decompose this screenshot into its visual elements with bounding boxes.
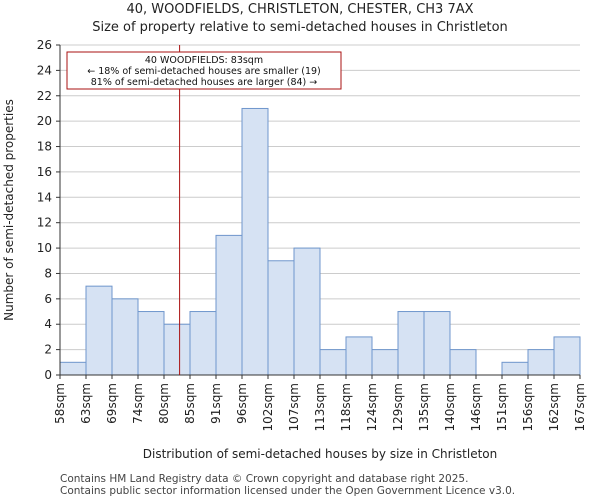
x-axis-label: Distribution of semi-detached houses by … [143,447,497,461]
x-tick-label: 135sqm [417,383,431,431]
histogram-bar [319,349,347,376]
histogram-bar [85,285,113,376]
x-tick-label: 167sqm [573,383,587,431]
y-tick-label: 2 [44,343,52,357]
x-tick-label: 74sqm [131,383,145,424]
histogram-bar [111,298,139,376]
x-tick-label: 58sqm [53,383,67,424]
histogram-bar [163,323,191,376]
x-tick-label: 85sqm [183,383,197,424]
x-tick-label: 113sqm [313,383,327,431]
histogram-bar [527,349,555,376]
histogram-bar [59,361,87,376]
histogram-bar [501,361,529,376]
y-tick-label: 0 [44,368,52,382]
annotation-line: 40 WOODFIELDS: 83sqm [145,55,263,66]
histogram-bar [241,107,269,376]
annotation-box [66,51,342,90]
annotation-line: ← 18% of semi-detached houses are smalle… [87,66,321,77]
x-tick-label: 118sqm [339,383,353,431]
footer-copyright: Contains HM Land Registry data © Crown c… [60,473,469,485]
x-tick-label: 96sqm [235,383,249,424]
y-tick-label: 14 [37,190,52,204]
histogram-bar [215,234,243,376]
histogram-bar [267,260,295,376]
y-tick-label: 6 [44,292,52,306]
x-tick-label: 80sqm [157,383,171,424]
chart-title: 40, WOODFIELDS, CHRISTLETON, CHESTER, CH… [126,2,474,17]
histogram-bar [397,311,425,376]
y-tick-label: 22 [37,89,52,103]
x-tick-label: 156sqm [521,383,535,431]
x-tick-label: 91sqm [209,383,223,424]
y-tick-label: 26 [37,38,52,52]
histogram-bar [371,349,399,376]
x-tick-label: 162sqm [547,383,561,431]
y-tick-label: 12 [37,216,52,230]
chart-subtitle: Size of property relative to semi-detach… [92,20,508,35]
x-tick-label: 102sqm [261,383,275,431]
y-tick-label: 8 [44,266,52,280]
x-tick-label: 151sqm [495,383,509,431]
histogram-bar [553,336,581,376]
x-tick-label: 129sqm [391,383,405,431]
y-tick-label: 4 [44,317,52,331]
histogram-bar [293,247,321,376]
y-tick-label: 18 [37,140,52,154]
histogram-bar [423,311,451,376]
x-tick-label: 69sqm [105,383,119,424]
y-axis-label: Number of semi-detached properties [2,99,16,321]
y-tick-label: 24 [37,63,52,77]
x-tick-label: 63sqm [79,383,93,424]
footer-licence: Contains public sector information licen… [60,485,516,497]
y-tick-label: 20 [37,114,52,128]
x-tick-label: 140sqm [443,383,457,431]
y-tick-label: 10 [37,241,52,255]
histogram-bar [449,349,477,376]
x-tick-label: 146sqm [469,383,483,431]
histogram-bar [345,336,373,376]
x-tick-label: 107sqm [287,383,301,431]
histogram-bar [137,311,165,376]
x-tick-label: 124sqm [365,383,379,431]
histogram-bar [189,311,217,376]
annotation-line: 81% of semi-detached houses are larger (… [91,77,318,88]
y-tick-label: 16 [37,165,52,179]
